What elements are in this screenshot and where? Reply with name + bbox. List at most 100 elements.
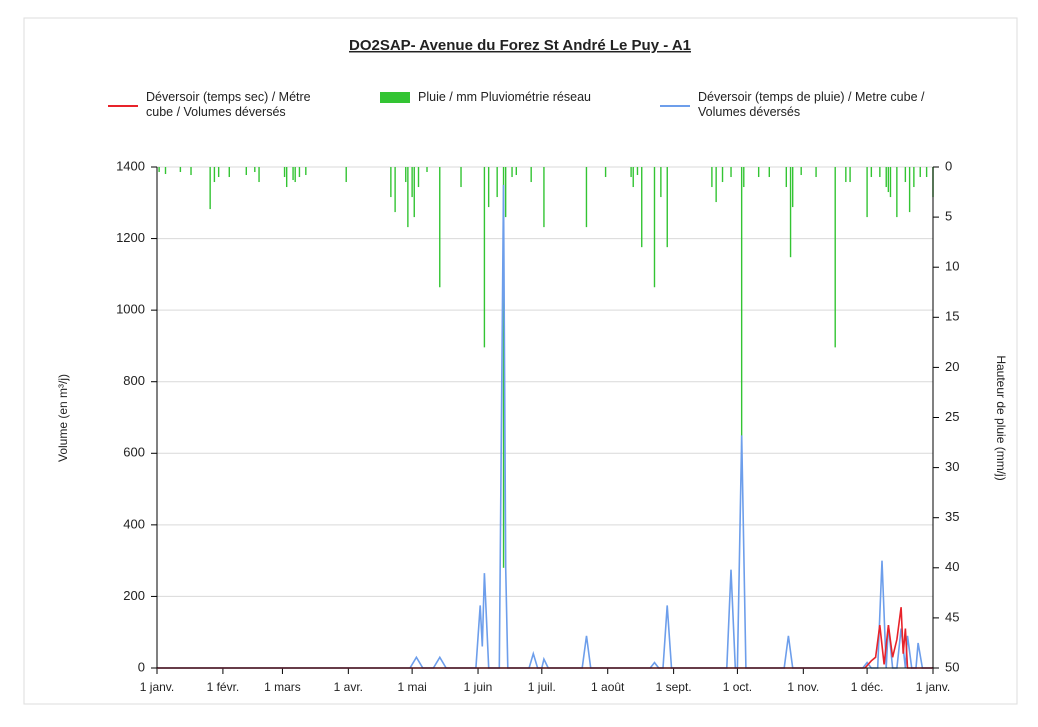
x-tick-label: 1 oct.: [723, 680, 752, 694]
x-tick-label: 1 mai: [397, 680, 426, 694]
chart-border: [23, 17, 1018, 705]
rain-bar: [604, 167, 607, 178]
y-tick-label: 0: [138, 659, 145, 674]
rain-bar: [757, 167, 760, 178]
rain-bar: [636, 167, 639, 176]
y2-tick-label: 50: [945, 659, 959, 674]
rain-bar: [789, 167, 792, 258]
x-tick-label: 1 janv.: [140, 680, 174, 694]
x-tick-label: 1 juin: [464, 680, 493, 694]
rain-bar: [417, 167, 420, 188]
rain-bar: [496, 167, 498, 198]
x-tick-label: 1 janv.: [916, 680, 950, 694]
y-tick-label: 1000: [116, 302, 145, 317]
y2-tick-label: 45: [945, 609, 959, 624]
rain-bar: [394, 167, 396, 213]
y2-tick-label: 15: [945, 309, 959, 324]
legend-item: Déversoir (temps de pluie) / Metre cube …: [660, 90, 940, 120]
rain-bar: [715, 167, 717, 203]
legend-swatch: [380, 92, 410, 103]
legend-item: Pluie / mm Pluviométrie réseau: [380, 90, 610, 105]
rain-bar: [228, 167, 230, 178]
rain-bar: [632, 167, 634, 188]
rain-bar: [411, 167, 413, 198]
rain-bar: [511, 167, 513, 178]
rain-bar: [254, 167, 256, 173]
rain-bar: [887, 167, 890, 193]
rain-bar: [487, 167, 490, 208]
rain-bar: [543, 167, 545, 228]
rain-bar: [504, 167, 507, 218]
rain-bar: [483, 167, 486, 348]
rain-bar: [721, 167, 724, 183]
rain-bar: [711, 167, 713, 188]
rain-bar: [585, 167, 588, 228]
rain-bar: [460, 167, 462, 188]
rain-bar: [866, 167, 868, 218]
y2-tick-label: 20: [945, 359, 959, 374]
rain-bar: [179, 167, 182, 173]
rain-bar: [768, 167, 770, 178]
x-tick-label: 1 nov.: [787, 680, 819, 694]
rain-bar: [530, 167, 532, 183]
legend-swatch: [660, 105, 690, 107]
rain-bar: [870, 167, 873, 178]
legend-label: Déversoir (temps sec) / Métre cube / Vol…: [146, 90, 311, 119]
rain-bar: [791, 167, 794, 208]
y-axis-title: Volume (en m³/j): [56, 374, 70, 462]
legend-label: Déversoir (temps de pluie) / Metre cube …: [698, 90, 925, 119]
rain-bar: [426, 167, 428, 173]
rain-bar: [209, 167, 211, 210]
rain-bar: [630, 167, 632, 178]
rain-bar: [849, 167, 851, 183]
rain-bar: [345, 167, 347, 183]
rain-bar: [660, 167, 662, 198]
rain-bar: [258, 167, 260, 183]
rain-bar: [800, 167, 802, 176]
rain-bar: [913, 167, 915, 188]
rain-bar: [502, 167, 505, 568]
rain-bar: [285, 167, 288, 188]
rain-bar: [889, 167, 892, 198]
rain-bar: [213, 167, 216, 183]
rain-bar: [413, 167, 415, 218]
rain-bar: [158, 167, 160, 173]
rain-bar: [292, 167, 294, 181]
rain-bar: [217, 167, 220, 178]
y2-tick-label: 0: [945, 158, 952, 173]
rain-bar: [245, 167, 247, 176]
rain-bar: [515, 167, 517, 176]
rain-bar: [730, 167, 732, 178]
rain-bar: [885, 167, 887, 188]
y2-tick-label: 25: [945, 409, 959, 424]
rain-bar: [666, 167, 668, 248]
y2-tick-label: 30: [945, 459, 959, 474]
x-tick-label: 1 juil.: [528, 680, 556, 694]
legend-swatch: [108, 105, 138, 107]
rain-bar: [305, 167, 307, 176]
rain-bar: [785, 167, 788, 188]
y2-tick-label: 10: [945, 259, 959, 274]
x-tick-label: 1 déc.: [851, 680, 884, 694]
rain-bar: [845, 167, 847, 183]
rain-bar: [925, 167, 928, 178]
rain-bar: [904, 167, 907, 183]
rain-bar: [390, 167, 392, 198]
rain-bar: [439, 167, 441, 288]
y-tick-label: 400: [123, 516, 145, 531]
chart-title: DO2SAP- Avenue du Forez St André Le Puy …: [349, 37, 691, 54]
x-tick-label: 1 févr.: [207, 680, 240, 694]
x-tick-label: 1 mars: [264, 680, 301, 694]
x-tick-label: 1 août: [591, 680, 625, 694]
rain-bar: [164, 167, 167, 175]
x-tick-label: 1 avr.: [334, 680, 363, 694]
rain-bar: [879, 167, 881, 178]
rain-bar: [740, 167, 743, 448]
y-tick-label: 600: [123, 445, 145, 460]
rain-bar: [283, 167, 286, 178]
rain-bar: [653, 167, 656, 288]
line-series: [157, 184, 933, 669]
rain-bar: [298, 167, 301, 178]
x-tick-label: 1 sept.: [656, 680, 692, 694]
